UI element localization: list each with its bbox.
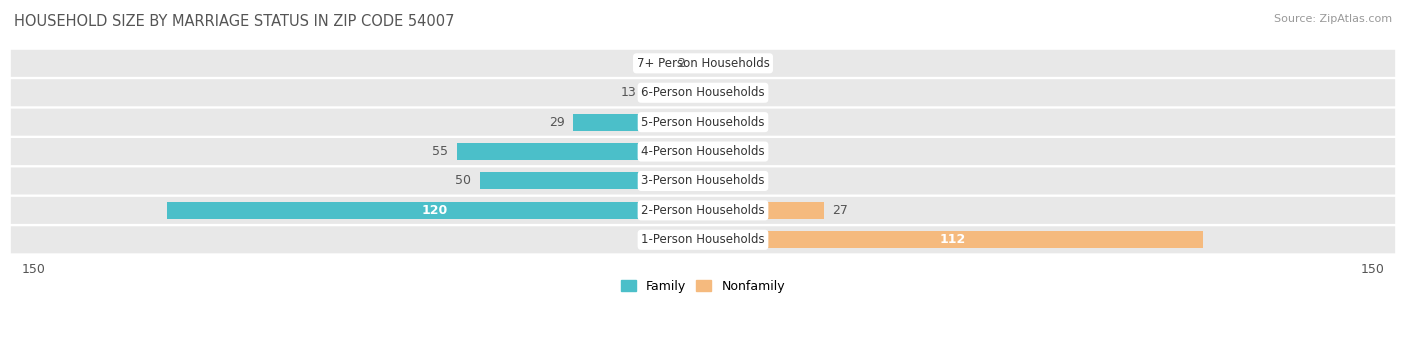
Bar [574, 114, 703, 131]
Text: 5-Person Households: 5-Person Households [641, 116, 765, 129]
Text: Source: ZipAtlas.com: Source: ZipAtlas.com [1274, 14, 1392, 24]
Text: 13: 13 [620, 86, 636, 99]
Text: 50: 50 [454, 175, 471, 188]
Text: 3-Person Households: 3-Person Households [641, 175, 765, 188]
FancyBboxPatch shape [11, 50, 1395, 77]
Bar [457, 143, 703, 160]
FancyBboxPatch shape [11, 226, 1395, 253]
Bar [167, 202, 703, 219]
Text: 6-Person Households: 6-Person Households [641, 86, 765, 99]
Bar [479, 173, 703, 190]
Bar [695, 55, 703, 72]
FancyBboxPatch shape [11, 138, 1395, 165]
Text: 112: 112 [941, 233, 966, 246]
Legend: Family, Nonfamily: Family, Nonfamily [616, 275, 790, 298]
Text: 1-Person Households: 1-Person Households [641, 233, 765, 246]
Text: 4-Person Households: 4-Person Households [641, 145, 765, 158]
Text: 2: 2 [678, 57, 685, 70]
Text: 7+ Person Households: 7+ Person Households [637, 57, 769, 70]
Bar [703, 202, 824, 219]
Text: HOUSEHOLD SIZE BY MARRIAGE STATUS IN ZIP CODE 54007: HOUSEHOLD SIZE BY MARRIAGE STATUS IN ZIP… [14, 14, 454, 29]
FancyBboxPatch shape [11, 167, 1395, 194]
Text: 2-Person Households: 2-Person Households [641, 204, 765, 217]
FancyBboxPatch shape [11, 109, 1395, 136]
Bar [645, 84, 703, 101]
Text: 29: 29 [548, 116, 565, 129]
Text: 120: 120 [422, 204, 449, 217]
Text: 27: 27 [832, 204, 848, 217]
Bar [703, 231, 1204, 248]
FancyBboxPatch shape [11, 197, 1395, 224]
FancyBboxPatch shape [11, 79, 1395, 106]
Text: 55: 55 [433, 145, 449, 158]
